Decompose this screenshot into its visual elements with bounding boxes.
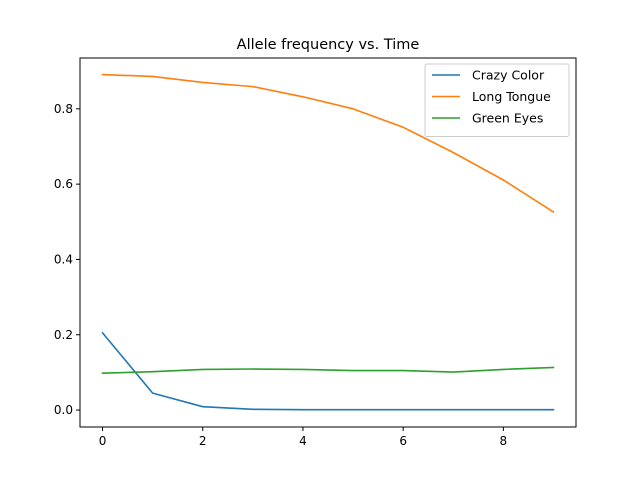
chart-title: Allele frequency vs. Time bbox=[237, 37, 420, 53]
y-tick-label: 0.6 bbox=[54, 177, 73, 191]
y-axis: 0.0 0.2 0.4 0.6 0.8 bbox=[54, 102, 80, 417]
series-line-green-eyes bbox=[101, 366, 555, 374]
x-axis: 0 2 4 6 8 bbox=[99, 427, 507, 448]
plot-area bbox=[79, 57, 577, 428]
y-tick-label: 0.4 bbox=[54, 252, 73, 266]
series-line-crazy-color bbox=[101, 331, 555, 411]
axes-frame bbox=[79, 57, 577, 428]
x-tick-label: 0 bbox=[99, 434, 107, 448]
series-group bbox=[101, 73, 555, 411]
x-tick-label: 2 bbox=[199, 434, 207, 448]
legend-label-green-eyes: Green Eyes bbox=[472, 111, 543, 126]
y-tick-label: 0.8 bbox=[54, 102, 73, 116]
y-tick-label: 0.0 bbox=[54, 403, 73, 417]
y-tick-label: 0.2 bbox=[54, 328, 73, 342]
legend-label-crazy-color: Crazy Color bbox=[472, 68, 545, 83]
x-tick-label: 8 bbox=[500, 434, 508, 448]
legend-box bbox=[424, 63, 570, 137]
legend-label-long-tongue: Long Tongue bbox=[472, 89, 551, 104]
x-tick-label: 6 bbox=[399, 434, 407, 448]
series-line-long-tongue bbox=[101, 73, 555, 214]
x-tick-label: 4 bbox=[299, 434, 307, 448]
legend: Crazy Color Long Tongue Green Eyes bbox=[424, 63, 570, 137]
